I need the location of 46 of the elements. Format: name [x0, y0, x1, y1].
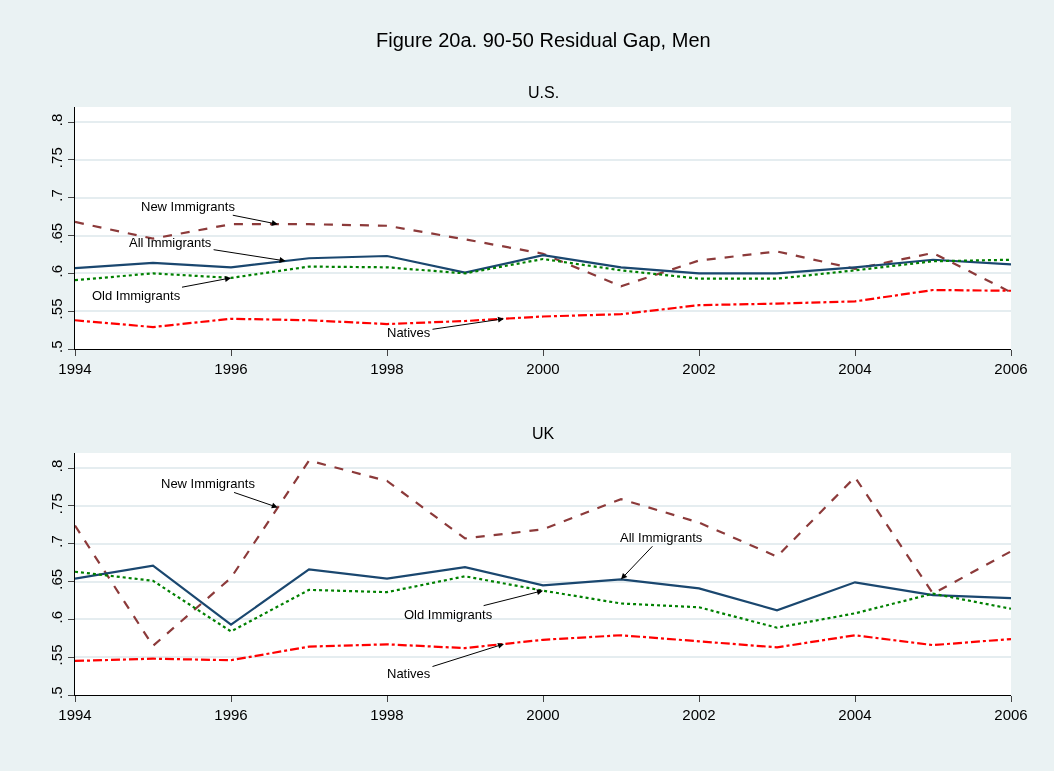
- y-tick-label: .7: [48, 189, 65, 202]
- y-tick-label: .75: [48, 147, 65, 169]
- line-series: [75, 634, 1011, 663]
- text: All Immigrants: [620, 530, 703, 545]
- y-tick-label: .5: [48, 340, 65, 354]
- y-tick-label: .65: [48, 568, 65, 590]
- series-label: New Immigrants: [141, 199, 236, 214]
- line-series: [75, 570, 1011, 633]
- y-tick-label: .75: [48, 493, 65, 515]
- y-tick-label: .55: [48, 644, 65, 666]
- y-tick-label: .7: [48, 535, 65, 548]
- y-tick-label: .5: [48, 686, 65, 700]
- series-label: Natives: [387, 325, 431, 340]
- series-label: All Immigrants: [129, 235, 212, 250]
- line-series: [75, 254, 1011, 275]
- y-tick-label: .6: [48, 264, 65, 278]
- y-tick-label: .8: [48, 113, 65, 127]
- x-tick-label: 2000: [526, 360, 560, 377]
- line-series: [75, 564, 1011, 626]
- x-tick-label: 2004: [838, 706, 872, 723]
- series-label: Old Immigrants: [404, 607, 493, 622]
- x-tick-label: 1994: [58, 706, 92, 723]
- y-tick-label: .55: [48, 298, 65, 320]
- y-tick-label: .65: [48, 222, 65, 244]
- x-tick-label: 1996: [214, 706, 248, 723]
- x-tick-label: 1998: [370, 706, 404, 723]
- series-label: Old Immigrants: [92, 288, 181, 303]
- text: New Immigrants: [161, 476, 256, 491]
- x-tick-label: 2006: [994, 706, 1028, 723]
- series-label: Natives: [387, 666, 431, 681]
- line-series: [75, 459, 1011, 647]
- x-tick-label: 2002: [682, 706, 716, 723]
- y-tick-label: .8: [48, 459, 65, 473]
- line-series: [75, 288, 1011, 329]
- x-tick-label: 2004: [838, 360, 872, 377]
- x-tick-label: 1998: [370, 360, 404, 377]
- x-tick-label: 1994: [58, 360, 92, 377]
- x-tick-label: 2006: [994, 360, 1028, 377]
- line-series: [75, 257, 1011, 282]
- chart-title: Figure 20a. 90-50 Residual Gap, Men: [376, 29, 711, 51]
- chart-subtitle: U.S.: [528, 84, 560, 101]
- chart-title: UK: [532, 425, 555, 442]
- y-tick-label: .6: [48, 610, 65, 624]
- x-tick-label: 2002: [682, 360, 716, 377]
- x-tick-label: 2000: [526, 706, 560, 723]
- x-tick-label: 1996: [214, 360, 248, 377]
